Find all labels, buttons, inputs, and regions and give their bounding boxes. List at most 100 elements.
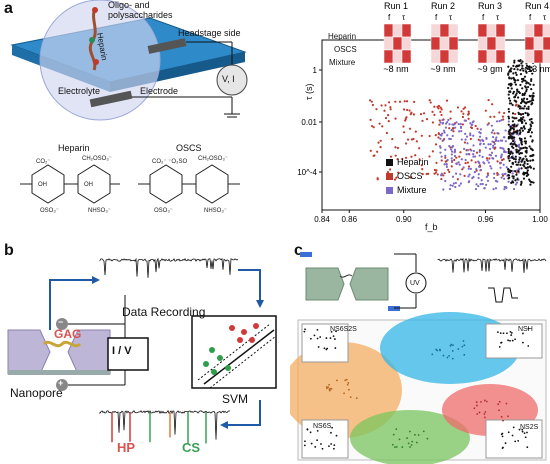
data-point bbox=[510, 67, 513, 70]
data-point bbox=[451, 150, 454, 153]
data-point bbox=[487, 98, 490, 102]
data-point bbox=[445, 163, 448, 166]
region-ns6s: NS6S bbox=[313, 423, 332, 430]
cluster-point bbox=[527, 327, 530, 330]
data-point bbox=[525, 82, 528, 85]
data-point bbox=[514, 158, 517, 161]
cluster-point bbox=[480, 400, 482, 403]
data-point bbox=[529, 95, 532, 98]
data-point bbox=[520, 118, 523, 121]
cluster-point bbox=[395, 445, 398, 448]
data-point bbox=[532, 92, 535, 95]
cluster-point bbox=[483, 399, 486, 402]
run-cell bbox=[533, 36, 544, 51]
data-point bbox=[515, 124, 518, 127]
data-point bbox=[510, 132, 513, 135]
data-point bbox=[523, 119, 526, 122]
data-point bbox=[464, 138, 467, 141]
data-point bbox=[500, 153, 503, 156]
data-point bbox=[489, 115, 492, 118]
cluster-point bbox=[521, 428, 524, 431]
data-point bbox=[443, 131, 446, 134]
cluster-point bbox=[328, 383, 331, 386]
run-col-label: f bbox=[388, 13, 391, 22]
data-point bbox=[453, 154, 457, 158]
run-title: Run 4 bbox=[525, 1, 549, 11]
cluster-point bbox=[446, 356, 449, 359]
data-point bbox=[521, 60, 524, 63]
data-point bbox=[489, 143, 492, 146]
data-point bbox=[391, 137, 394, 141]
data-point bbox=[447, 168, 450, 172]
run-cell bbox=[495, 36, 506, 51]
legend-swatch bbox=[386, 187, 393, 194]
data-point bbox=[477, 176, 480, 180]
cluster-point bbox=[476, 413, 479, 415]
data-point bbox=[530, 78, 533, 81]
data-point bbox=[531, 94, 534, 97]
data-point bbox=[515, 148, 518, 151]
data-point bbox=[372, 126, 375, 129]
run-cell bbox=[495, 49, 506, 64]
data-point bbox=[440, 113, 443, 117]
data-point bbox=[514, 155, 517, 158]
data-point bbox=[525, 167, 528, 170]
data-point bbox=[519, 156, 522, 160]
cluster-point bbox=[407, 442, 410, 445]
molecule-label: Oligo- and polysaccharides bbox=[108, 0, 173, 20]
headstage-label: Headstage side bbox=[178, 28, 241, 38]
data-point bbox=[501, 115, 505, 118]
data-point bbox=[517, 170, 520, 173]
data-recording-label: Data Recording bbox=[122, 305, 206, 319]
data-point bbox=[515, 92, 518, 95]
data-point bbox=[441, 118, 444, 122]
data-point bbox=[443, 172, 446, 175]
svg-text:CH₂OSO₃⁻: CH₂OSO₃⁻ bbox=[82, 156, 112, 162]
data-point bbox=[483, 186, 486, 190]
cluster-point bbox=[332, 447, 335, 450]
run-cell bbox=[486, 36, 497, 51]
data-point bbox=[508, 90, 511, 93]
panel-a-label: a bbox=[4, 0, 13, 17]
run-cell bbox=[383, 49, 394, 64]
data-point bbox=[497, 139, 500, 143]
data-point bbox=[450, 148, 453, 151]
data-point bbox=[509, 171, 512, 174]
cluster-point bbox=[500, 415, 503, 418]
data-point bbox=[454, 172, 458, 175]
data-point bbox=[449, 110, 452, 113]
cluster-point bbox=[510, 331, 513, 334]
data-point bbox=[470, 159, 473, 162]
data-point bbox=[494, 154, 498, 157]
cluster-point bbox=[335, 434, 338, 437]
data-point bbox=[497, 173, 500, 176]
data-point bbox=[496, 131, 499, 135]
data-point bbox=[459, 182, 463, 185]
data-point bbox=[470, 149, 473, 152]
data-point bbox=[444, 148, 447, 151]
data-point bbox=[521, 129, 524, 132]
data-point bbox=[503, 172, 506, 176]
data-point bbox=[514, 160, 517, 163]
run-cell bbox=[448, 49, 459, 64]
data-point bbox=[514, 170, 517, 173]
data-point bbox=[532, 159, 535, 162]
data-point bbox=[510, 77, 513, 80]
data-point bbox=[517, 96, 520, 99]
x-tick-label: 0.86 bbox=[341, 215, 357, 224]
data-point bbox=[489, 165, 492, 168]
data-point bbox=[491, 103, 494, 106]
cluster-point bbox=[451, 357, 454, 360]
data-point bbox=[507, 86, 510, 90]
data-point bbox=[507, 147, 510, 151]
data-point bbox=[527, 166, 530, 169]
cluster-point bbox=[316, 439, 319, 442]
cluster-point bbox=[398, 438, 401, 441]
data-point bbox=[474, 124, 477, 128]
data-point bbox=[385, 131, 389, 135]
data-point bbox=[473, 155, 477, 158]
run-cell bbox=[524, 49, 535, 64]
data-point bbox=[517, 112, 521, 116]
data-point bbox=[526, 112, 529, 115]
data-point bbox=[508, 169, 511, 172]
